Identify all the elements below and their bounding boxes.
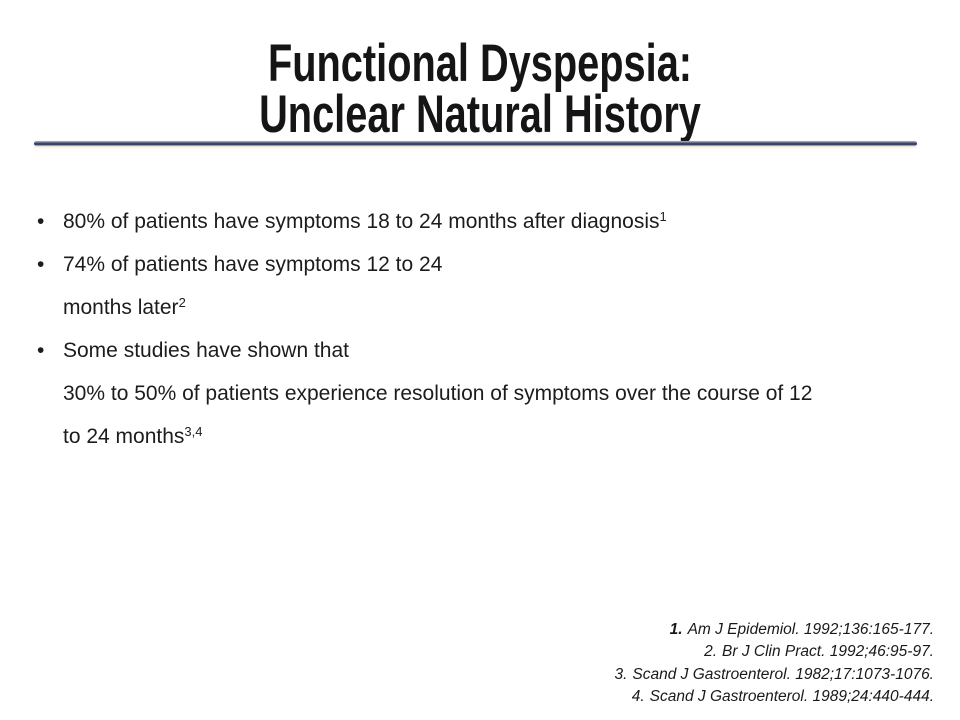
bullet-dot-icon: • (37, 339, 45, 362)
title-underline (34, 141, 917, 146)
bullet-list: • 80% of patients have symptoms 18 to 24 … (36, 200, 936, 458)
bullet-text: 80% of patients have symptoms 18 to 24 m… (63, 210, 660, 233)
bullet-line: • 74% of patients have symptoms 12 to 24 (36, 243, 936, 286)
bullet-dot-icon: • (37, 253, 45, 276)
reference-number: 1. (669, 621, 683, 638)
superscript-ref: 2 (178, 295, 186, 310)
reference-line-1: 1. Am J Epidemiol. 1992;136:165-177. (614, 619, 934, 641)
bullet-item-2: • 74% of patients have symptoms 12 to 24 … (36, 243, 936, 329)
reference-text: Br J Clin Pract. 1992;46:95-97. (722, 643, 934, 661)
reference-line-2: 2. Br J Clin Pract. 1992;46:95-97. (614, 641, 934, 663)
bullet-text: Some studies have shown that (63, 339, 350, 362)
bullet-text: 74% of patients have symptoms 12 to 24 (63, 253, 443, 276)
reference-line-3: 3. Scand J Gastroenterol. 1982;17:1073-10… (614, 664, 934, 686)
bullet-line: months later2 (36, 286, 936, 329)
reference-text: Am J Epidemiol. 1992;136:165-177. (687, 621, 934, 638)
reference-line-4: 4. Scand J Gastroenterol. 1989;24:440-444… (614, 686, 934, 708)
reference-number: 4. (631, 687, 645, 705)
bullet-line: to 24 months3,4 (36, 415, 936, 458)
references-block: 1. Am J Epidemiol. 1992;136:165-177. 2. Br… (614, 619, 934, 708)
bullet-text: 30% to 50% of patients experience resolu… (63, 382, 813, 405)
reference-text: Scand J Gastroenterol. 1989;24:440-444. (649, 687, 934, 705)
superscript-ref: 1 (659, 209, 667, 224)
bullet-item-3: • Some studies have shown that 30% to 50%… (36, 329, 936, 458)
slide-title-line1: Functional Dyspepsia: (267, 34, 693, 93)
bullet-text: months later (63, 296, 179, 319)
bullet-item-1: • 80% of patients have symptoms 18 to 24 … (36, 200, 936, 243)
slide-title-line2: Unclear Natural History (259, 85, 701, 144)
bullet-line: • Some studies have shown that (36, 329, 936, 372)
bullet-line: • 80% of patients have symptoms 18 to 24 … (36, 200, 936, 243)
slide-title: Functional Dyspepsia: Unclear Natural Hi… (120, 34, 840, 144)
superscript-ref: 3,4 (184, 424, 203, 439)
bullet-line: 30% to 50% of patients experience resolu… (36, 372, 936, 415)
reference-number: 2. (704, 643, 718, 661)
bullet-dot-icon: • (37, 210, 45, 233)
reference-number: 3. (614, 665, 628, 683)
reference-text: Scand J Gastroenterol. 1982;17:1073-1076… (632, 665, 934, 683)
bullet-text: to 24 months (63, 425, 185, 448)
